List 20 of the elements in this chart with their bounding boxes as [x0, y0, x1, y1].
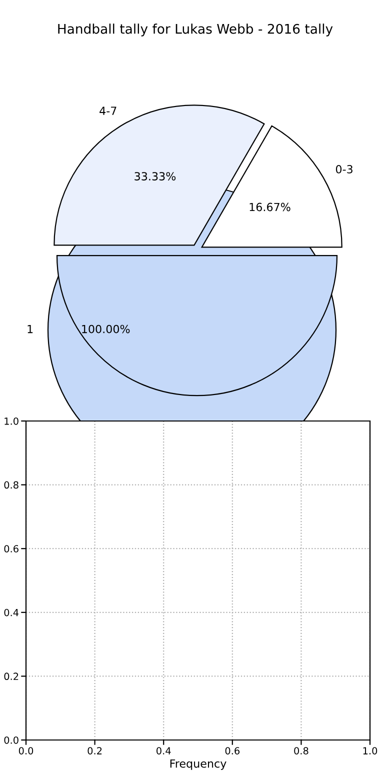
chart-title: Handball tally for Lukas Webb - 2016 tally: [58, 24, 333, 36]
slice-label: 4-7: [100, 106, 116, 115]
data-label: 100.00%: [82, 324, 130, 334]
slice-label: 1: [28, 324, 33, 334]
y-tick-label: 0.6: [4, 545, 18, 552]
y-tick-label: 0.8: [4, 481, 18, 489]
slice-label: 0-3: [336, 165, 352, 174]
x-tick-label: 1.0: [363, 747, 378, 754]
data-label: 16.67%: [250, 202, 290, 212]
x-axis-title: Frequency: [170, 759, 226, 770]
x-tick-label: 0.8: [294, 747, 308, 754]
x-tick-label: 0.4: [156, 747, 171, 754]
data-label: 33.33%: [134, 172, 176, 180]
y-tick-label: 0.4: [4, 608, 19, 616]
y-tick-label: 1.0: [4, 417, 18, 425]
x-tick-label: 0.0: [18, 747, 34, 754]
y-tick-label: 0.2: [4, 672, 18, 680]
x-tick-label: 0.6: [225, 747, 240, 754]
x-tick-label: 0.2: [88, 747, 102, 754]
y-tick-label: 0.0: [4, 736, 18, 744]
